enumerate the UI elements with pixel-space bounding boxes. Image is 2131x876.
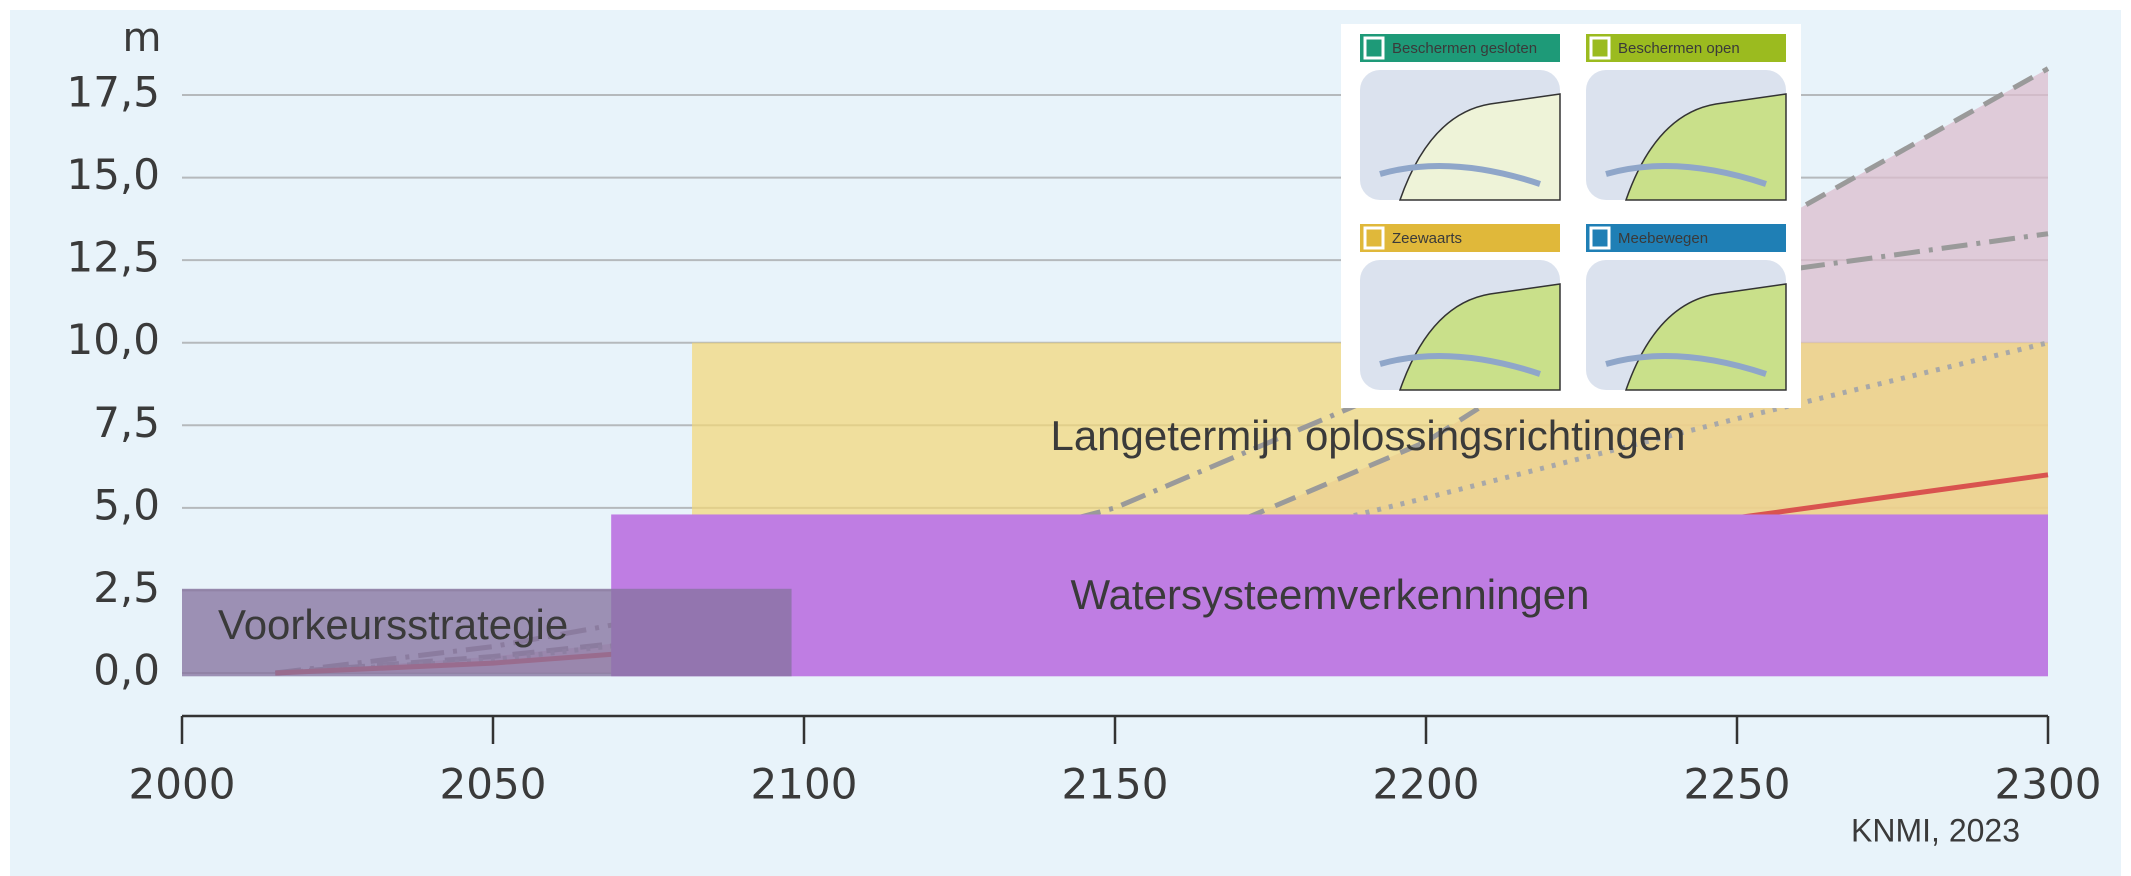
y-unit: m (123, 15, 162, 61)
region (182, 588, 792, 677)
inset: Beschermen gesloten Beschermen open Zeewaa… (1341, 24, 1801, 408)
region (611, 514, 2049, 677)
x-tick-label: 2000 (129, 760, 236, 809)
panel-river (1379, 163, 1541, 187)
panel-land (1624, 93, 1787, 201)
panel-land (1624, 283, 1787, 391)
panel-land (1398, 283, 1561, 391)
y-tick-label: 17,5 (66, 68, 160, 117)
panel-label: Meebewegen (1618, 230, 1708, 247)
panel-label: Beschermen gesloten (1392, 40, 1537, 57)
x-tick-label: 2150 (1062, 760, 1169, 809)
source: KNMI, 2023 (1851, 812, 2020, 848)
region-label: Voorkeursstrategie (218, 601, 568, 648)
x-tick-label: 2300 (1995, 760, 2102, 809)
panel-icon (1363, 226, 1385, 250)
panel-header (1586, 224, 1786, 252)
x-tick-label: 2050 (440, 760, 547, 809)
panel-header (1360, 224, 1560, 252)
y-tick-label: 10,0 (66, 315, 160, 364)
y-tick-label: 7,5 (93, 398, 160, 447)
panel-header (1360, 34, 1560, 62)
panel-icon (1589, 226, 1611, 250)
y-tick-label: 12,5 (66, 233, 160, 282)
x-tick-label: 2100 (751, 760, 858, 809)
y-tick-label: 5,0 (93, 480, 160, 529)
panel-icon (1589, 36, 1611, 60)
region-label: Watersysteemverkenningen (1070, 571, 1589, 618)
panel-river (1605, 163, 1767, 187)
panel-header (1586, 34, 1786, 62)
x-tick-label: 2250 (1684, 760, 1791, 809)
x-tick-label: 2200 (1373, 760, 1480, 809)
y-tick-label: 15,0 (66, 150, 160, 199)
panel-river (1379, 353, 1541, 377)
panel-label: Zeewaarts (1392, 230, 1462, 247)
y-tick-label: 2,5 (93, 563, 160, 612)
panel-label: Beschermen open (1618, 40, 1740, 57)
panel-river (1605, 353, 1767, 377)
panel-land (1398, 93, 1561, 201)
y-tick-label: 0,0 (93, 646, 160, 695)
panel-icon (1363, 36, 1385, 60)
region-label: Langetermijn oplossingsrichtingen (1050, 412, 1685, 459)
